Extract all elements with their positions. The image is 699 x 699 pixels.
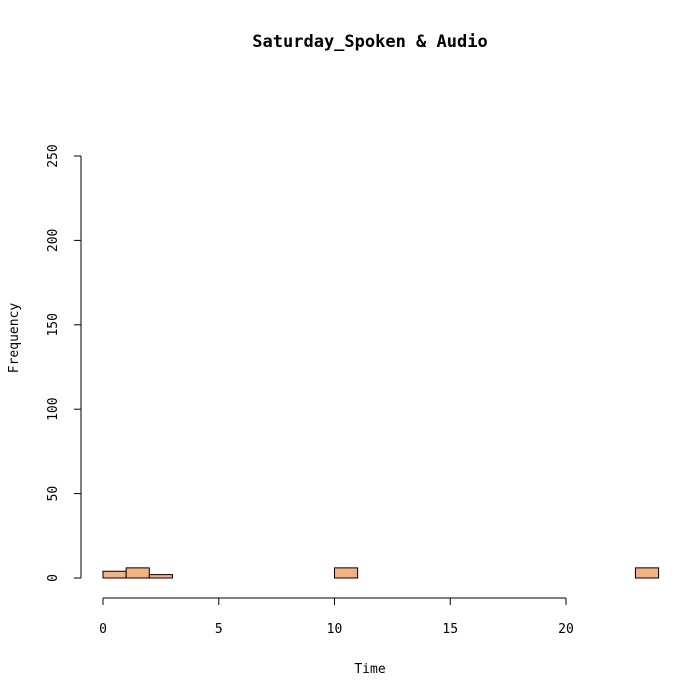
histogram-bar [125, 567, 150, 579]
histogram-bar [148, 574, 173, 579]
y-tick-label: 0 [46, 574, 61, 582]
y-tick-label: 200 [46, 229, 61, 252]
y-axis-label: Frequency [7, 303, 22, 374]
x-tick-label: 20 [558, 622, 574, 637]
y-tick-label: 100 [46, 397, 61, 420]
y-tick-label: 150 [46, 313, 61, 336]
y-tick-label: 250 [46, 144, 61, 167]
x-tick-label: 15 [442, 622, 458, 637]
y-tick-label: 50 [46, 486, 61, 502]
x-axis: 0 5 10 15 20 [99, 597, 574, 637]
x-tick-label: 0 [99, 622, 107, 637]
histogram-bar [634, 567, 660, 579]
x-axis-label: Time [354, 662, 385, 677]
x-tick-label: 5 [215, 622, 223, 637]
chart-title: Saturday_Spoken & Audio [252, 32, 487, 52]
y-axis: 0 50 100 150 200 250 [46, 144, 82, 582]
x-tick-label: 10 [327, 622, 343, 637]
histogram-bars [102, 567, 660, 579]
histogram-bar [334, 567, 359, 579]
histogram-bar [102, 570, 127, 579]
